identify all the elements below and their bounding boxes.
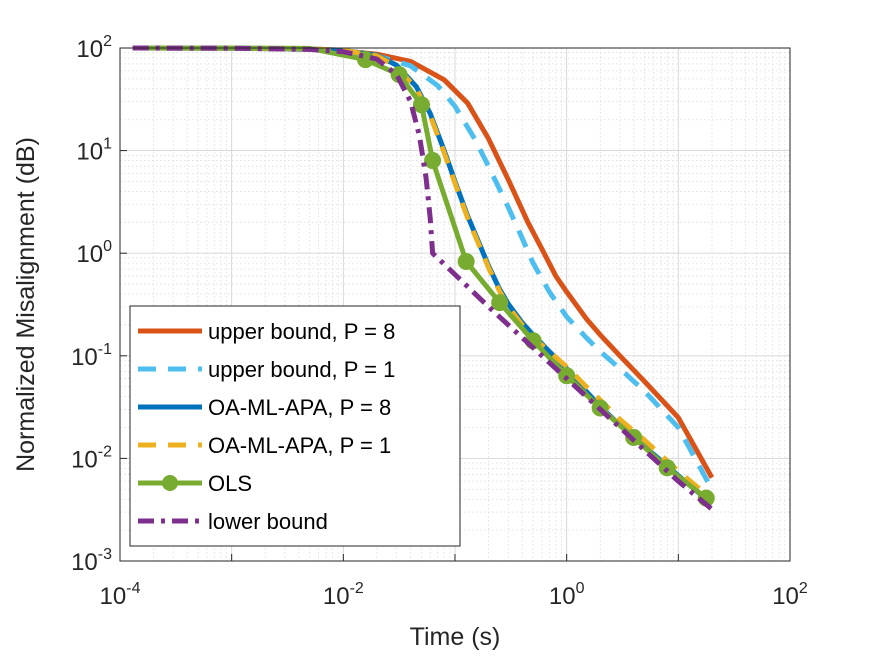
legend-entry-4: OLS [138, 471, 252, 496]
minor-grid [120, 48, 790, 561]
legend-entry-0: upper bound, P = 8 [138, 319, 395, 344]
y-axis-tick-labels: 10-3 10-2 10-1 100 101 102 [71, 33, 112, 576]
x-axis-tick-labels: 10-4 10-2 100 102 [100, 580, 808, 610]
series-marker [424, 152, 442, 170]
x-tick-label: 100 [549, 580, 585, 610]
series-layer [132, 45, 715, 512]
y-tick-label: 10-1 [71, 341, 112, 371]
legend-label: OA-ML-APA, P = 8 [208, 395, 391, 420]
legend-label: upper bound, P = 1 [208, 357, 395, 382]
x-tick-label: 10-2 [323, 580, 364, 610]
legend-label: lower bound [208, 509, 328, 534]
series-marker [412, 96, 430, 114]
y-tick-label: 10-2 [71, 443, 112, 473]
legend-box [129, 305, 461, 547]
legend-marker [162, 475, 178, 491]
y-tick-label: 102 [76, 33, 112, 63]
series-marker [491, 294, 509, 312]
y-tick-label: 10-3 [71, 546, 112, 576]
legend-label: OA-ML-APA, P = 1 [208, 433, 391, 458]
legend-entry-2: OA-ML-APA, P = 8 [138, 395, 391, 420]
legend-entry-3: OA-ML-APA, P = 1 [138, 433, 391, 458]
series-5 [132, 45, 714, 512]
y-axis-label: Normalized Misalignment (dB) [12, 137, 40, 472]
legend: upper bound, P = 8 upper bound, P = 1 OA-M… [129, 305, 461, 547]
series-marker [457, 253, 475, 271]
series-line [132, 45, 714, 512]
y-tick-label: 101 [76, 136, 112, 166]
plot-frame [119, 47, 791, 562]
legend-label: upper bound, P = 8 [208, 319, 395, 344]
x-tick-label: 102 [772, 580, 808, 610]
x-tick-label: 10-4 [100, 580, 141, 610]
legend-label: OLS [208, 471, 252, 496]
y-tick-label: 100 [76, 238, 112, 268]
legend-entry-1: upper bound, P = 1 [138, 357, 395, 382]
legend-entry-5: lower bound [138, 509, 328, 534]
x-axis-label: Time (s) [410, 623, 501, 651]
